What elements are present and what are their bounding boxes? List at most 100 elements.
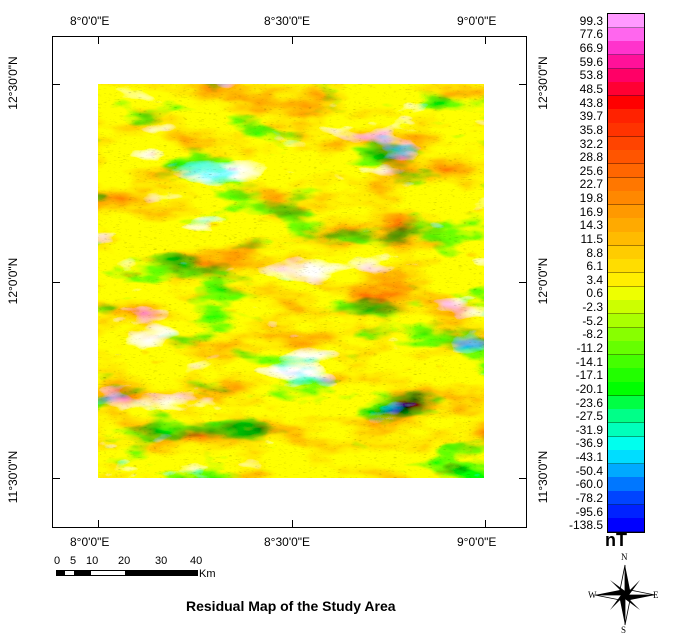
left-label-1: 12°30'0"N [6,56,20,110]
legend-swatch [608,95,644,110]
legend-value: 28.8 [579,150,603,165]
legend-swatch [608,286,644,301]
bottom-label-1: 8°0'0"E [70,535,110,549]
scale-label-10: 10 [86,555,99,567]
top-label-2: 8°30'0"E [264,14,311,28]
legend-swatch [608,259,644,274]
legend-swatch [608,68,644,83]
legend-value: -14.1 [575,354,603,369]
legend-value: 99.3 [579,13,603,28]
legend-swatch [608,82,644,97]
tick-top-3 [485,36,486,44]
legend-value: 16.9 [579,204,603,219]
legend-value: -43.1 [575,450,603,465]
scale-seg-2 [74,571,91,575]
legend-value: -31.9 [575,422,603,437]
compass-n: N [621,552,628,562]
legend-swatch [608,491,644,506]
compass-e: E [653,590,659,600]
legend-value: -17.1 [575,368,603,383]
legend-value: 3.4 [586,272,603,287]
legend-swatch [608,463,644,478]
legend-value: -36.9 [575,436,603,451]
scale-seg-4 [160,571,197,575]
legend-value: -50.4 [575,463,603,478]
legend-value: 22.7 [579,177,603,192]
scale-label-5: 5 [70,555,77,567]
legend-value: -20.1 [575,381,603,396]
legend-swatch [608,341,644,356]
legend-value: -95.6 [575,504,603,519]
legend-swatch [608,41,644,56]
legend-value: -27.5 [575,409,603,424]
tick-top-1 [98,36,99,44]
compass-rose-icon: N S E W [588,552,660,635]
legend-swatch [608,218,644,233]
legend-value: -11.2 [576,340,603,355]
legend-swatch [608,163,644,179]
legend-swatch [608,436,644,451]
legend-value: 59.6 [579,54,603,69]
compass-s: S [621,625,627,635]
legend-value: -138.5 [568,518,603,533]
bottom-label-3: 9°0'0"E [457,535,497,549]
legend-swatch [608,123,644,138]
legend-value: 35.8 [579,122,603,137]
legend-value: 0.6 [586,286,603,301]
scale-seg-3 [125,571,160,575]
left-label-2: 12°0'0"N [6,257,20,305]
legend-value: 66.9 [579,41,603,56]
legend-swatch [608,518,644,533]
legend-swatch [608,14,644,29]
legend-value: 14.3 [579,218,603,233]
legend-swatch [608,300,644,315]
tick-bottom-1 [98,520,99,528]
residual-map-raster [98,84,484,478]
legend-swatch [608,450,644,465]
legend-swatch [608,109,644,124]
top-label-3: 9°0'0"E [457,14,497,28]
color-legend [607,13,645,533]
legend-swatch [608,54,644,70]
legend-value: -78.2 [575,490,603,505]
legend-swatch [608,382,644,397]
tick-left-2 [52,282,60,283]
legend-value: -8.2 [582,327,603,342]
tick-top-2 [292,36,293,44]
legend-value: 77.6 [579,27,603,42]
legend-swatch [608,422,644,438]
legend-unit: nT [605,530,627,550]
legend-swatch [608,504,644,519]
bottom-label-2: 8°30'0"E [264,535,311,549]
scale-label-0: 0 [54,555,61,567]
legend-swatch [608,204,644,219]
legend-value: 32.2 [579,136,603,151]
legend-swatch [608,395,644,410]
legend-swatch [608,368,644,383]
tick-left-1 [52,84,60,85]
tick-right-3 [519,478,527,479]
legend-value: 8.8 [586,245,603,260]
legend-swatch [608,136,644,151]
legend-swatch [608,477,644,492]
legend-swatch [608,273,644,288]
scale-label-30: 30 [155,555,168,567]
scale-label-40: 40 [190,555,203,567]
legend-value: -2.3 [582,300,603,315]
right-label-3: 11°30'0"N [536,450,550,504]
legend-value: 6.1 [586,259,603,274]
legend-value: 43.8 [579,95,603,110]
tick-bottom-2 [292,520,293,528]
scale-seg-1 [57,571,65,575]
legend-swatch [608,177,644,192]
legend-value: -5.2 [582,313,603,328]
legend-swatch [608,150,644,165]
legend-value: 53.8 [579,68,603,83]
tick-bottom-3 [485,520,486,528]
tick-right-2 [519,282,527,283]
tick-right-1 [519,84,527,85]
scale-unit: Km [199,568,216,580]
legend-value: 19.8 [579,191,603,206]
map-title: Residual Map of the Study Area [186,598,396,614]
